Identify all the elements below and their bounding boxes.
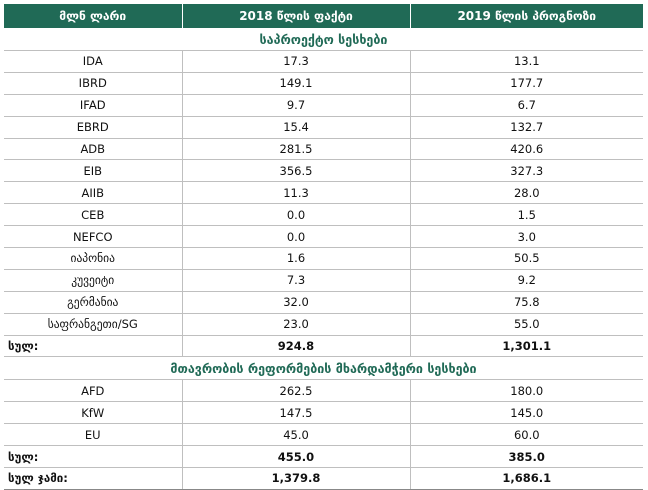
subtotal-row: სულ: 924.8 1,301.1 — [4, 335, 643, 358]
table-row: EU 45.0 60.0 — [4, 423, 643, 447]
value-2018: 23.0 — [182, 313, 411, 336]
value-2019: 6.7 — [410, 94, 643, 117]
lender-name: EIB — [4, 159, 183, 183]
lender-name: იაპონია — [4, 247, 183, 270]
value-2019: 145.0 — [410, 401, 643, 425]
lender-name: საფრანგეთი/SG — [4, 313, 183, 336]
value-2018: 7.3 — [182, 269, 411, 292]
table-row: IFAD 9.7 6.7 — [4, 94, 643, 117]
value-2018: 11.3 — [182, 181, 411, 205]
subtotal-2018: 924.8 — [182, 335, 411, 358]
value-2019: 50.5 — [410, 247, 643, 270]
table-header-row: მლნ ლარი 2018 წლის ფაქტი 2019 წლის პროგნ… — [4, 4, 643, 28]
lender-name: IBRD — [4, 72, 183, 95]
table-row: საფრანგეთი/SG 23.0 55.0 — [4, 313, 643, 336]
value-2019: 132.7 — [410, 116, 643, 139]
value-2019: 75.8 — [410, 291, 643, 314]
table-row: NEFCO 0.0 3.0 — [4, 225, 643, 249]
table-row: EBRD 15.4 132.7 — [4, 116, 643, 139]
grand-total-2018: 1,379.8 — [182, 467, 411, 490]
value-2019: 177.7 — [410, 72, 643, 95]
lender-name: IDA — [4, 50, 183, 73]
subtotal-label: სულ: — [4, 335, 183, 358]
value-2018: 15.4 — [182, 116, 411, 139]
lender-name: EBRD — [4, 116, 183, 139]
section-title: საპროექტო სესხები — [4, 28, 643, 51]
table-row: IBRD 149.1 177.7 — [4, 72, 643, 95]
lender-name: IFAD — [4, 94, 183, 117]
lender-name: KfW — [4, 401, 183, 425]
table-row: AFD 262.5 180.0 — [4, 379, 643, 403]
table-body: საპროექტო სესხები IDA 17.3 13.1 IBRD 149.1 177… — [4, 28, 643, 490]
section-title-row: მთავრობის რეფორმების მხარდამჭერი სესხები — [4, 356, 643, 381]
header-unit: მლნ ლარი — [4, 4, 183, 28]
grand-total-2019: 1,686.1 — [410, 467, 643, 490]
table-row: EIB 356.5 327.3 — [4, 159, 643, 183]
value-2018: 356.5 — [182, 159, 411, 183]
value-2019: 420.6 — [410, 138, 643, 161]
value-2018: 1.6 — [182, 247, 411, 270]
value-2019: 13.1 — [410, 50, 643, 73]
table-row: გერმანია 32.0 75.8 — [4, 291, 643, 314]
lender-name: AFD — [4, 379, 183, 403]
value-2018: 0.0 — [182, 225, 411, 249]
lender-name: ADB — [4, 138, 183, 161]
header-2018-fact: 2018 წლის ფაქტი — [182, 4, 411, 28]
table-row: KfW 147.5 145.0 — [4, 401, 643, 425]
value-2019: 327.3 — [410, 159, 643, 183]
section-title: მთავრობის რეფორმების მხარდამჭერი სესხები — [4, 356, 643, 381]
value-2019: 28.0 — [410, 181, 643, 205]
grand-total-row: სულ ჯამი: 1,379.8 1,686.1 — [4, 467, 643, 490]
loans-table: მლნ ლარი 2018 წლის ფაქტი 2019 წლის პროგნ… — [4, 4, 643, 490]
subtotal-2019: 1,301.1 — [410, 335, 643, 358]
lender-name: EU — [4, 423, 183, 447]
subtotal-2019: 385.0 — [410, 445, 643, 469]
table-row: CEB 0.0 1.5 — [4, 203, 643, 227]
subtotal-label: სულ: — [4, 445, 183, 469]
table-row: IDA 17.3 13.1 — [4, 50, 643, 73]
value-2018: 262.5 — [182, 379, 411, 403]
value-2019: 9.2 — [410, 269, 643, 292]
table-row: კუვეიტი 7.3 9.2 — [4, 269, 643, 292]
table-row: AIIB 11.3 28.0 — [4, 181, 643, 205]
value-2018: 9.7 — [182, 94, 411, 117]
value-2019: 3.0 — [410, 225, 643, 249]
section-title-row: საპროექტო სესხები — [4, 28, 643, 51]
value-2018: 147.5 — [182, 401, 411, 425]
value-2018: 149.1 — [182, 72, 411, 95]
value-2019: 55.0 — [410, 313, 643, 336]
table-row: ADB 281.5 420.6 — [4, 138, 643, 161]
value-2018: 281.5 — [182, 138, 411, 161]
value-2018: 17.3 — [182, 50, 411, 73]
lender-name: NEFCO — [4, 225, 183, 249]
subtotal-row: სულ: 455.0 385.0 — [4, 445, 643, 469]
table-row: იაპონია 1.6 50.5 — [4, 247, 643, 270]
lender-name: AIIB — [4, 181, 183, 205]
value-2019: 60.0 — [410, 423, 643, 447]
value-2018: 32.0 — [182, 291, 411, 314]
value-2019: 180.0 — [410, 379, 643, 403]
lender-name: კუვეიტი — [4, 269, 183, 292]
lender-name: CEB — [4, 203, 183, 227]
value-2018: 0.0 — [182, 203, 411, 227]
value-2019: 1.5 — [410, 203, 643, 227]
subtotal-2018: 455.0 — [182, 445, 411, 469]
lender-name: გერმანია — [4, 291, 183, 314]
header-2019-forecast: 2019 წლის პროგნოზი — [410, 4, 643, 28]
grand-total-label: სულ ჯამი: — [4, 467, 183, 490]
value-2018: 45.0 — [182, 423, 411, 447]
